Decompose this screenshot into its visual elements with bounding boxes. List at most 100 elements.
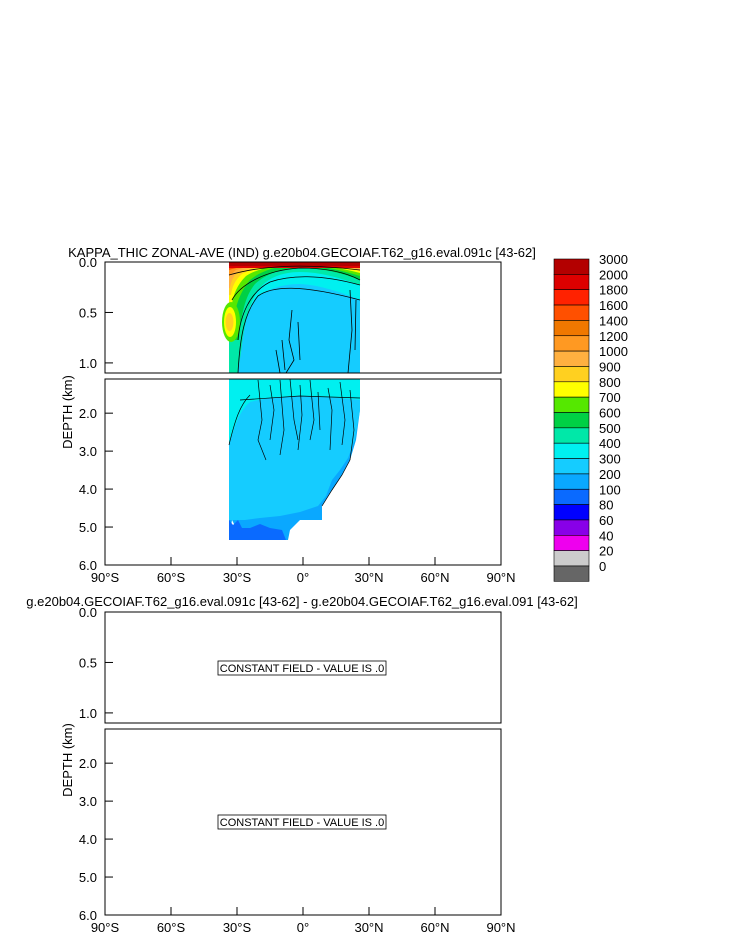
legend-swatch: [553, 381, 590, 398]
band-400: [229, 379, 360, 445]
legend-label: 1800: [599, 283, 628, 298]
legend-swatch: [553, 258, 590, 275]
contour-line: [231, 267, 361, 301]
panel-1-upper-ytick-label: 1.0: [79, 356, 97, 371]
legend-label: 1200: [599, 329, 628, 344]
legend-label: 1400: [599, 313, 628, 328]
panel-2-xtick-label: 90°S: [91, 920, 120, 935]
contour-line: [321, 459, 351, 507]
legend-label: 20: [599, 544, 613, 559]
band-3000-surface: [229, 262, 360, 267]
annotation-lower-box: [217, 814, 387, 830]
legend-swatch: [553, 396, 590, 413]
panel-1-xtick-label: 0°: [297, 570, 309, 585]
contour-line: [347, 289, 357, 373]
panel-2-xtick-label: 30°N: [354, 920, 383, 935]
legend-label: 80: [599, 498, 613, 513]
band-100: [229, 520, 286, 540]
legend-label: 1000: [599, 344, 628, 359]
panel-2-lower-ytick-label: 5.0: [79, 870, 97, 885]
legend-swatch: [553, 550, 590, 567]
panel-1-xtick-label: 60°N: [420, 570, 449, 585]
panel-2-lower-ytick-label: 4.0: [79, 832, 97, 847]
panel-1-upper-contours: [222, 262, 361, 373]
panel-2-upper-ytick-label: 1.0: [79, 706, 97, 721]
legend-swatch: [553, 534, 590, 551]
legend-label: 400: [599, 436, 621, 451]
legend-label: 2000: [599, 267, 628, 282]
panel-2-xtick-label: 60°S: [157, 920, 186, 935]
panel-1-xtick-label: 30°S: [223, 570, 252, 585]
legend-swatch: [553, 427, 590, 444]
legend: 3000200018001600140012001000900800700600…: [553, 252, 628, 582]
panel-1-title: KAPPA_THIC ZONAL-AVE (IND) g.e20b04.GECO…: [68, 245, 536, 260]
band-2000-strip: [229, 266, 360, 268]
panel-1-lower-contours: [228, 379, 361, 540]
panel-1-xtick-label: 90°N: [486, 570, 515, 585]
legend-swatch: [553, 289, 590, 306]
panel-1-ylabel: DEPTH (km): [60, 375, 75, 449]
legend-swatch: [553, 366, 590, 383]
contour-line: [237, 287, 361, 373]
panel-2-upper-ytick-label: 0.5: [79, 655, 97, 670]
panel-2-xtick-label: 30°S: [223, 920, 252, 935]
panel-1-upper-ytick-label: 0.0: [79, 255, 97, 270]
legend-label: 700: [599, 390, 621, 405]
panel-2-ylabel: DEPTH (km): [60, 723, 75, 797]
legend-swatch: [553, 504, 590, 521]
legend-swatch: [553, 274, 590, 291]
legend-label: 100: [599, 482, 621, 497]
legend-label: 40: [599, 528, 613, 543]
blob-900: [225, 313, 234, 331]
contour-line: [237, 276, 361, 341]
panel-2-lower-ytick-label: 2.0: [79, 756, 97, 771]
panel-2-lower-ytick-label: 3.0: [79, 794, 97, 809]
contour-line: [228, 265, 361, 276]
legend-label: 900: [599, 359, 621, 374]
legend-label: 600: [599, 406, 621, 421]
panel-2-xtick-label: 60°N: [420, 920, 449, 935]
panel-1-lower-ytick-label: 2.0: [79, 406, 97, 421]
panel-1-xtick-label: 60°S: [157, 570, 186, 585]
legend-label: 500: [599, 421, 621, 436]
legend-swatch: [553, 565, 590, 582]
panel-2-xtick-label: 0°: [297, 920, 309, 935]
legend-swatch: [553, 320, 590, 337]
legend-swatch: [553, 473, 590, 490]
legend-label: 300: [599, 452, 621, 467]
contour-line: [275, 309, 301, 373]
panel-2-title: g.e20b04.GECOIAF.T62_g16.eval.091c [43-6…: [26, 594, 577, 609]
legend-label: 0: [599, 559, 606, 574]
contour-line: [228, 379, 355, 461]
panel-1-lower-ytick-label: 3.0: [79, 444, 97, 459]
annotation-lower: CONSTANT FIELD - VALUE IS .0: [220, 817, 384, 829]
panel-2-xtick-label: 90°N: [486, 920, 515, 935]
legend-swatch: [553, 412, 590, 429]
legend-swatch: [553, 488, 590, 505]
panel-1-upper-ytick-label: 0.5: [79, 305, 97, 320]
panel-1-lower-ytick-label: 5.0: [79, 520, 97, 535]
panel-2-upper-ytick-label: 0.0: [79, 605, 97, 620]
legend-swatch: [553, 304, 590, 321]
legend-label: 3000: [599, 252, 628, 267]
legend-swatch: [553, 442, 590, 459]
panel-1-upper-frame: [104, 261, 502, 374]
legend-label: 1600: [599, 298, 628, 313]
legend-label: 200: [599, 467, 621, 482]
panel-2: g.e20b04.GECOIAF.T62_g16.eval.091c [43-6…: [26, 594, 577, 935]
panel-1-xtick-label: 90°S: [91, 570, 120, 585]
legend-swatch: [553, 519, 590, 536]
annotation-upper-box: [217, 660, 387, 676]
legend-swatch: [553, 458, 590, 475]
contour-line: [239, 395, 361, 401]
panel-2-upper-frame: [104, 611, 502, 724]
band-400: [229, 262, 360, 373]
panel-1-xtick-label: 30°N: [354, 570, 383, 585]
legend-swatch: [553, 350, 590, 367]
panel-1-lower-ytick-label: 4.0: [79, 482, 97, 497]
panel-2-lower-ytick-label: 6.0: [79, 908, 97, 923]
panel-1-lower-ytick-label: 6.0: [79, 558, 97, 573]
legend-label: 800: [599, 375, 621, 390]
legend-swatch: [553, 335, 590, 352]
